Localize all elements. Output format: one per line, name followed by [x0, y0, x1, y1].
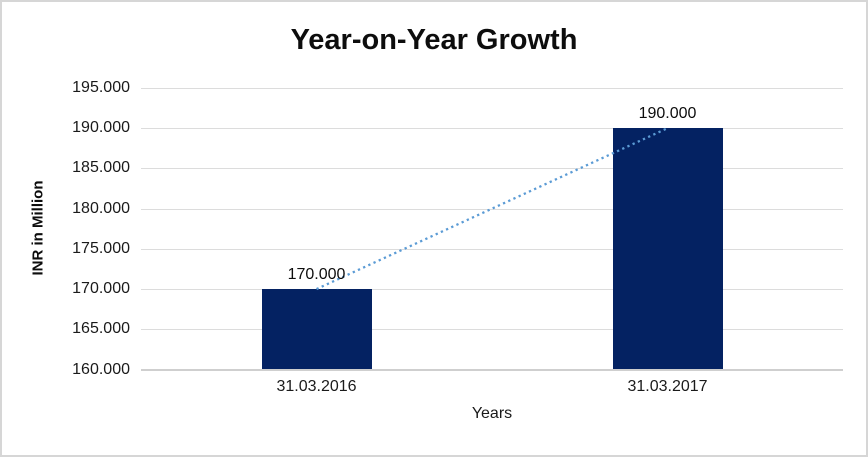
x-axis-line — [141, 369, 843, 371]
x-axis-title: Years — [471, 405, 513, 422]
category-label: 31.03.2017 — [627, 378, 708, 395]
y-tick-label: 170.000 — [72, 280, 130, 298]
bar — [612, 128, 723, 370]
y-axis-title: INR in Million — [29, 180, 47, 276]
gridline — [141, 248, 843, 250]
bar-value-label: 190.000 — [638, 105, 697, 123]
gridline — [141, 208, 843, 210]
y-tick-label: 180.000 — [72, 199, 130, 217]
gridline — [141, 168, 843, 170]
y-tick-label: 190.000 — [72, 119, 130, 137]
gridline — [141, 289, 843, 291]
y-tick-label: 165.000 — [72, 320, 130, 338]
y-tick-label: 160.000 — [72, 360, 130, 378]
y-tick-label: 185.000 — [72, 159, 130, 177]
y-tick-label: 195.000 — [72, 79, 130, 96]
plot-area — [141, 88, 843, 371]
category-label: 31.03.2016 — [276, 378, 357, 395]
bar — [261, 289, 372, 370]
gridline — [141, 329, 843, 331]
chart-title: Year-on-Year Growth — [290, 24, 578, 56]
gridline — [141, 88, 843, 89]
bar-value-label: 170.000 — [287, 266, 346, 284]
trendline — [316, 127, 668, 291]
gridline — [141, 128, 843, 130]
y-tick-label: 175.000 — [72, 239, 130, 257]
